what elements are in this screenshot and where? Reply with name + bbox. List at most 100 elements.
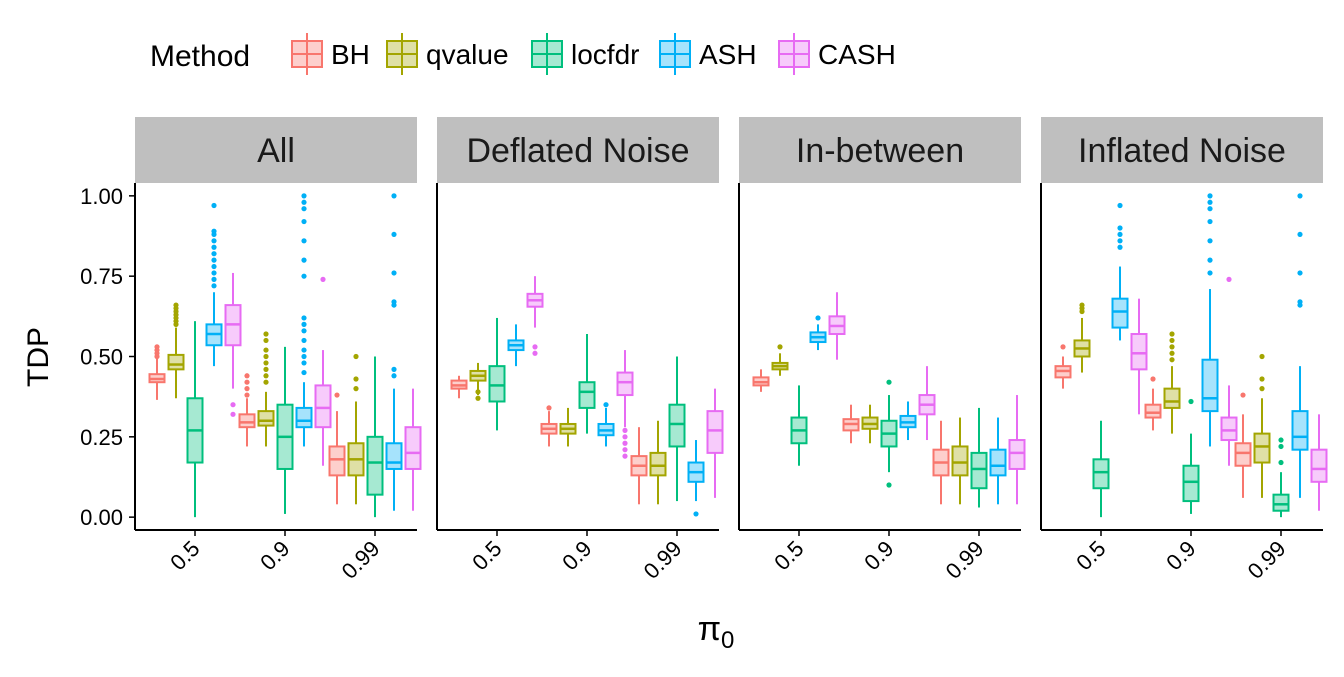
box-ash xyxy=(507,324,525,367)
outlier-point xyxy=(1207,199,1213,205)
x-axis-label-subscript: 0 xyxy=(721,627,734,654)
box-cash xyxy=(828,292,846,360)
outlier-point xyxy=(1297,270,1303,276)
legend-key-bh xyxy=(291,33,323,75)
box-body xyxy=(970,451,988,490)
outlier-point xyxy=(1117,202,1123,209)
box-locfdr xyxy=(668,356,686,502)
outlier-point xyxy=(301,360,307,366)
box-locfdr xyxy=(366,356,384,518)
outlier-point xyxy=(301,193,307,199)
outlier-point xyxy=(622,447,628,453)
legend-label-locfdr: locfdr xyxy=(571,39,639,70)
box-ash xyxy=(1111,202,1129,341)
x-tick-label: 0.99 xyxy=(941,536,989,584)
outlier-point xyxy=(391,373,397,379)
box-ash xyxy=(205,202,223,367)
box-bh xyxy=(630,427,648,505)
outlier-point xyxy=(1207,238,1213,244)
box-body xyxy=(366,435,384,496)
box-qvalue xyxy=(347,353,365,505)
legend-key-locfdr xyxy=(531,33,563,75)
box-bh xyxy=(1234,392,1252,498)
outlier-point xyxy=(301,257,307,263)
panel-all: All 0.5 0.9 0.99 xyxy=(134,117,422,584)
outlier-point xyxy=(211,251,217,257)
x-axis-label: π0 xyxy=(698,610,735,654)
box-body xyxy=(706,410,724,454)
outlier-point xyxy=(1117,231,1123,238)
panel-inflated-noise: Inflated Noise 0.5 0.9 0.99 xyxy=(1040,117,1328,584)
box-body xyxy=(238,413,256,429)
outlier-point xyxy=(1297,231,1303,238)
box-qvalue xyxy=(649,420,667,505)
box-body xyxy=(1111,297,1129,329)
outlier-point xyxy=(622,440,628,446)
box-body xyxy=(1163,387,1181,409)
outlier-point xyxy=(886,482,892,488)
box-body xyxy=(328,445,346,477)
box-body xyxy=(1092,458,1110,490)
outlier-point xyxy=(1278,443,1284,450)
outlier-point xyxy=(244,373,250,379)
y-tick-label: 1.00 xyxy=(80,184,123,209)
y-tick-label: 0.25 xyxy=(80,425,123,450)
outlier-point xyxy=(391,193,397,199)
box-cash xyxy=(616,350,634,459)
outlier-point xyxy=(391,366,397,372)
outlier-point xyxy=(263,373,269,379)
box-ash xyxy=(295,193,313,447)
outlier-point xyxy=(622,434,628,440)
box-body xyxy=(1291,410,1309,451)
outlier-point xyxy=(211,202,217,209)
outlier-point xyxy=(244,386,250,392)
box-locfdr xyxy=(488,317,506,431)
box-body xyxy=(1201,358,1219,413)
box-body xyxy=(385,442,403,470)
panel-strip xyxy=(437,117,719,183)
box-body xyxy=(649,451,667,477)
outlier-point xyxy=(353,353,359,360)
box-body xyxy=(1253,432,1271,464)
panel-in-between: In-between 0.5 0.9 0.99 xyxy=(738,117,1026,584)
outlier-point xyxy=(391,270,397,276)
box-ash xyxy=(687,440,705,517)
x-tick-label: 0.99 xyxy=(337,536,385,584)
outlier-point xyxy=(1150,376,1156,382)
outlier-point xyxy=(211,270,217,276)
legend-title: Method xyxy=(150,40,250,73)
box-body xyxy=(578,381,596,409)
panel-title: Deflated Noise xyxy=(466,132,689,170)
y-axis-label: TDP xyxy=(22,327,55,387)
outlier-point xyxy=(230,411,236,417)
box-bh xyxy=(1144,376,1162,431)
box-bh xyxy=(752,369,770,392)
box-bh xyxy=(540,405,558,447)
outlier-point xyxy=(391,231,397,238)
x-tick-label: 0.9 xyxy=(557,536,596,575)
box-cash xyxy=(526,276,544,356)
outlier-point xyxy=(1278,459,1284,466)
box-ash xyxy=(1291,193,1309,498)
box-ash xyxy=(989,417,1007,505)
box-body xyxy=(616,371,634,397)
y-tick-label: 0.00 xyxy=(80,505,123,530)
y-tick-label: 0.75 xyxy=(80,264,123,289)
outlier-point xyxy=(301,321,307,327)
box-qvalue xyxy=(167,302,185,399)
y-tick-label: 0.50 xyxy=(80,345,123,370)
box-locfdr xyxy=(1272,437,1290,518)
outlier-point xyxy=(211,228,217,234)
outlier-point xyxy=(211,283,217,289)
panel-strip xyxy=(135,117,417,183)
outlier-point xyxy=(815,315,821,321)
outlier-point xyxy=(211,244,217,250)
box-locfdr xyxy=(1182,398,1200,514)
box-locfdr xyxy=(578,334,596,434)
y-axis: 0.00 0.25 0.50 0.75 1.00 xyxy=(80,184,135,530)
legend: Method BH qvalue locfdr ASH CASH xyxy=(150,33,896,75)
x-tick-label: 0.99 xyxy=(1243,536,1291,584)
outlier-point xyxy=(263,379,269,385)
